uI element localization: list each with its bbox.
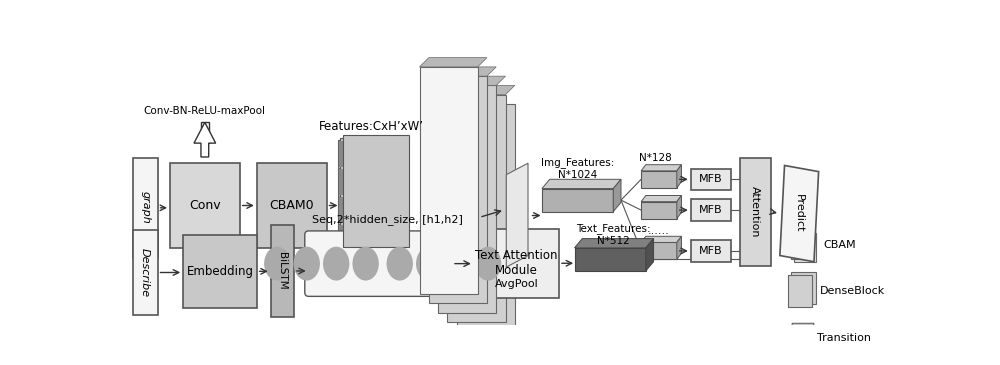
- FancyBboxPatch shape: [361, 169, 381, 195]
- FancyBboxPatch shape: [305, 231, 456, 296]
- FancyBboxPatch shape: [338, 140, 404, 252]
- FancyBboxPatch shape: [383, 224, 403, 251]
- Text: MFB: MFB: [699, 246, 723, 256]
- FancyBboxPatch shape: [542, 189, 613, 212]
- FancyBboxPatch shape: [791, 272, 816, 304]
- Text: Seq,2*hidden_size, [h1,h2]: Seq,2*hidden_size, [h1,h2]: [312, 214, 462, 225]
- Polygon shape: [194, 122, 216, 157]
- Polygon shape: [677, 236, 681, 260]
- FancyBboxPatch shape: [170, 163, 240, 248]
- FancyBboxPatch shape: [183, 235, 257, 308]
- Ellipse shape: [387, 247, 413, 281]
- Ellipse shape: [323, 247, 349, 281]
- Polygon shape: [641, 196, 681, 201]
- FancyBboxPatch shape: [361, 197, 381, 223]
- FancyBboxPatch shape: [343, 135, 409, 247]
- Text: Img_Features:
N*1024: Img_Features: N*1024: [541, 157, 614, 180]
- Polygon shape: [457, 104, 515, 331]
- Polygon shape: [646, 239, 654, 271]
- FancyBboxPatch shape: [339, 141, 359, 167]
- Text: Embedding: Embedding: [186, 265, 253, 278]
- Text: Features:CxH’xW’: Features:CxH’xW’: [319, 120, 424, 134]
- FancyBboxPatch shape: [339, 169, 359, 195]
- Text: MFB: MFB: [699, 174, 723, 184]
- Text: BiLSTM: BiLSTM: [277, 252, 287, 290]
- Polygon shape: [641, 165, 681, 171]
- FancyBboxPatch shape: [691, 240, 731, 262]
- Ellipse shape: [294, 247, 320, 281]
- Polygon shape: [677, 196, 681, 219]
- Text: Text Attention
Module: Text Attention Module: [475, 249, 558, 277]
- FancyBboxPatch shape: [691, 169, 731, 190]
- Ellipse shape: [352, 247, 379, 281]
- Text: N*128: N*128: [640, 153, 672, 163]
- Polygon shape: [447, 95, 506, 322]
- Text: AvgPool: AvgPool: [495, 278, 539, 289]
- Text: CBAM0: CBAM0: [269, 199, 314, 212]
- FancyBboxPatch shape: [339, 224, 359, 251]
- Ellipse shape: [264, 247, 290, 281]
- Ellipse shape: [445, 247, 472, 281]
- FancyBboxPatch shape: [361, 224, 381, 251]
- Text: Text_Features:
N*512: Text_Features: N*512: [576, 223, 651, 246]
- FancyBboxPatch shape: [740, 158, 771, 266]
- Polygon shape: [788, 227, 809, 256]
- FancyBboxPatch shape: [474, 228, 559, 298]
- Polygon shape: [438, 85, 496, 312]
- Text: Attention: Attention: [750, 186, 760, 237]
- Text: ......: ......: [648, 226, 670, 235]
- Polygon shape: [447, 85, 515, 95]
- Text: MFB: MFB: [699, 205, 723, 215]
- Polygon shape: [420, 58, 487, 67]
- Polygon shape: [794, 233, 816, 262]
- Polygon shape: [641, 236, 681, 242]
- FancyBboxPatch shape: [361, 141, 381, 167]
- FancyBboxPatch shape: [641, 242, 677, 260]
- Polygon shape: [791, 230, 812, 260]
- FancyBboxPatch shape: [257, 163, 326, 248]
- FancyBboxPatch shape: [641, 201, 677, 219]
- Polygon shape: [438, 76, 506, 85]
- Text: CBAM: CBAM: [823, 240, 856, 250]
- FancyBboxPatch shape: [788, 275, 812, 307]
- FancyBboxPatch shape: [133, 230, 158, 315]
- FancyBboxPatch shape: [383, 197, 403, 223]
- Polygon shape: [506, 163, 528, 267]
- FancyBboxPatch shape: [383, 169, 403, 195]
- Polygon shape: [429, 76, 487, 303]
- Text: graph: graph: [140, 191, 150, 224]
- FancyBboxPatch shape: [339, 197, 359, 223]
- Polygon shape: [677, 165, 681, 188]
- Text: Predict: Predict: [794, 194, 804, 233]
- FancyBboxPatch shape: [641, 171, 677, 188]
- Text: Conv-BN-ReLU-maxPool: Conv-BN-ReLU-maxPool: [144, 106, 266, 116]
- FancyBboxPatch shape: [691, 199, 731, 221]
- FancyBboxPatch shape: [340, 138, 406, 249]
- Polygon shape: [788, 323, 814, 353]
- Text: Transition: Transition: [817, 333, 871, 343]
- FancyBboxPatch shape: [383, 141, 403, 167]
- Polygon shape: [429, 67, 496, 76]
- Polygon shape: [613, 179, 621, 212]
- Text: Conv: Conv: [189, 199, 221, 212]
- Polygon shape: [542, 179, 621, 189]
- Text: Describe: Describe: [140, 248, 150, 297]
- Polygon shape: [574, 239, 654, 248]
- Polygon shape: [420, 67, 478, 294]
- FancyBboxPatch shape: [574, 248, 646, 271]
- FancyBboxPatch shape: [271, 225, 294, 317]
- Polygon shape: [780, 165, 819, 262]
- Text: DenseBlock: DenseBlock: [820, 286, 885, 296]
- FancyBboxPatch shape: [133, 158, 158, 258]
- FancyBboxPatch shape: [201, 122, 209, 143]
- Ellipse shape: [475, 247, 501, 281]
- Ellipse shape: [416, 247, 442, 281]
